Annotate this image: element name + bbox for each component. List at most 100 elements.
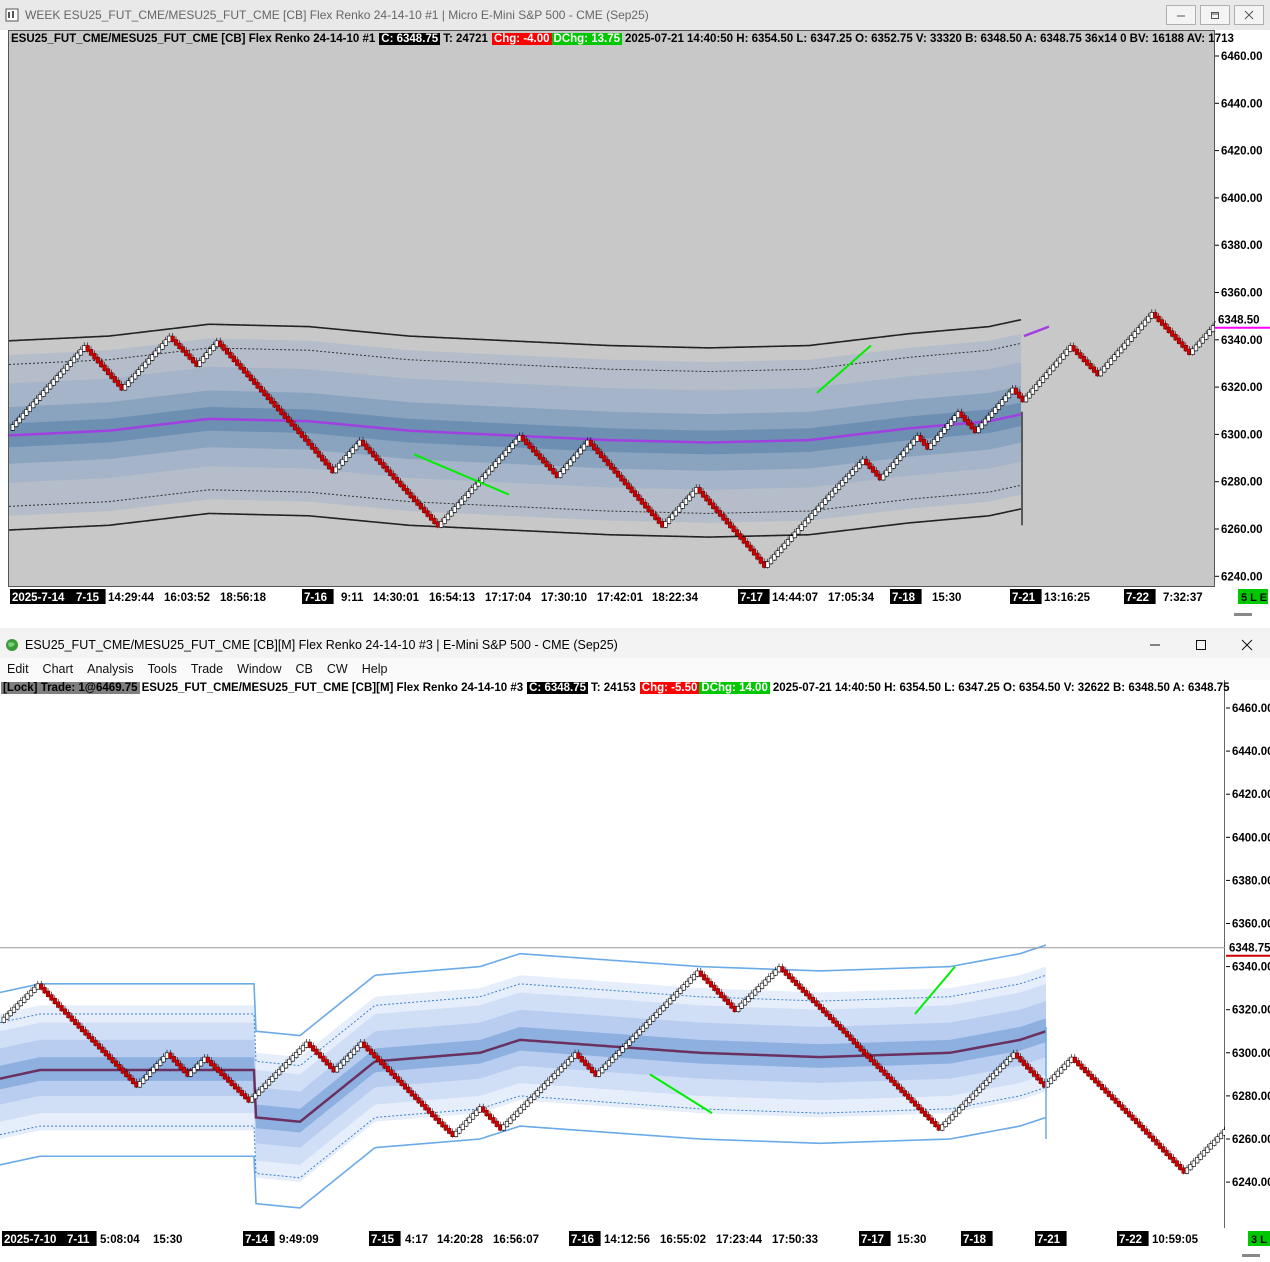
chart-1-scroll-handle[interactable] [1234,613,1252,616]
renko-down-brick [83,1029,88,1036]
menu-window[interactable]: Window [237,662,282,676]
renko-down-brick [231,355,236,363]
renko-down-brick [1078,352,1083,359]
renko-down-brick [734,529,740,536]
renko-down-brick [62,1008,68,1015]
chart-1-time-axis[interactable]: 2025-7-14 7-15 14:29:44 16:03:52 18:56:18 7-1… [8,588,1270,608]
window-1-titlebar[interactable]: WEEK ESU25_FUT_CME/MESU25_FUT_CME [CB] F… [0,0,1270,30]
menu-trade[interactable]: Trade [190,662,224,676]
renko-up-brick [35,983,40,990]
close-button[interactable] [1234,5,1264,25]
maximize-button[interactable] [1200,5,1230,25]
renko-up-brick [1037,380,1042,387]
renko-down-brick [705,977,710,984]
renko-up-brick [27,405,32,412]
renko-down-brick [848,1034,853,1041]
renko-down-brick [551,467,556,475]
renko-down-brick [116,380,121,387]
renko-down-brick [1127,1111,1132,1118]
price-axis-label: 6280.00 [1232,1091,1270,1103]
menu-chart[interactable]: Chart [42,662,74,676]
minimize-button[interactable] [1166,5,1196,25]
renko-down-brick [1123,1107,1128,1114]
renko-down-brick [834,1020,839,1027]
renko-up-brick [935,435,940,442]
renko-up-brick [836,483,842,490]
chart-2-canvas[interactable] [0,680,1270,1228]
menu-help[interactable]: Help [361,662,388,676]
renko-up-brick [280,1065,285,1072]
renko-up-brick [1030,387,1035,395]
close-button-2[interactable] [1224,632,1270,658]
renko-down-brick [173,339,179,346]
renko-down-brick [382,1062,387,1069]
chart-1-canvas[interactable] [8,31,1270,588]
renko-up-brick [749,992,754,999]
renko-down-brick [175,1059,180,1066]
time-axis-date-label: 7-16 [571,1234,594,1246]
renko-up-brick [673,509,678,517]
renko-down-brick [360,439,366,447]
chart-2-price-axis[interactable]: 6460.00 6440.00 6420.00 6400.00 6380.00 6360.… [1226,680,1270,1228]
renko-down-brick [187,353,192,360]
renko-down-brick [194,360,199,367]
price-axis-label: 6260.00 [1232,1134,1270,1146]
menu-tools[interactable]: Tools [147,662,177,676]
renko-up-brick [571,455,576,463]
renko-down-brick [181,1066,187,1074]
renko-up-brick [25,993,30,1000]
vwap-tail [1023,325,1050,338]
chart-2-close: C: 6348.75 [527,682,589,694]
time-axis-date-label: 7-11 [67,1234,90,1246]
renko-down-brick [878,1066,884,1073]
window-2-titlebar[interactable]: ESU25_FUT_CME/MESU25_FUT_CME [CB][M] Fle… [0,632,1270,658]
time-axis-date-box [961,1231,993,1246]
renko-up-brick [126,380,131,387]
renko-up-brick [1059,1067,1064,1074]
chart-1-price-axis[interactable]: 6460.00 6440.00 6420.00 6400.00 6380.00 6360.… [1215,30,1270,587]
time-axis-date-box [1035,1231,1067,1246]
menu-edit[interactable]: Edit [7,662,29,676]
menu-analysis[interactable]: Analysis [87,662,134,676]
renko-up-brick [1193,344,1199,352]
maximize-icon [1196,640,1206,650]
renko-up-brick [670,513,675,521]
renko-up-brick [355,1045,360,1052]
renko-up-brick [348,1052,353,1059]
renko-down-brick [239,1089,244,1096]
renko-up-brick [304,1041,309,1048]
std-dev-dotted-line-1 [8,484,1022,514]
renko-down-brick [92,352,97,360]
menu-cb[interactable]: CB [295,662,313,676]
chart-2-lock-trade[interactable]: [Lock] Trade: 1@6469.75 [1,682,140,694]
renko-up-brick [154,1063,159,1070]
renko-up-brick [459,498,464,506]
maximize-button-2[interactable] [1178,632,1224,658]
renko-up-brick [739,1002,744,1009]
renko-down-brick [1140,1125,1145,1132]
renko-down-brick [246,1096,251,1103]
renko-down-brick [1133,1118,1139,1125]
renko-down-brick [1156,315,1161,323]
renko-down-brick [102,364,107,372]
renko-down-brick [252,378,257,385]
renko-up-brick [192,1067,197,1074]
chart-2-plot-area[interactable]: [Lock] Trade: 1@6469.75 ESU25_FUT_CME/ME… [0,680,1270,1228]
chart-1-plot-area[interactable]: ESU25_FUT_CME/MESU25_FUT_CME [CB] Flex R… [8,30,1270,588]
renko-down-brick [219,1070,224,1076]
renko-down-brick [494,1120,499,1127]
std-dev-dotted-line-0 [0,974,1047,1067]
minimize-button-2[interactable] [1132,632,1178,658]
renko-down-brick [1110,1094,1115,1101]
chart-2-scroll-handle[interactable] [1242,1254,1260,1257]
chart-2-time-axis[interactable]: 2025-7-10 7-11 5:08:04 15:30 7-14 9:49:09 7-15… [0,1230,1270,1248]
renko-up-brick [211,344,216,351]
menu-cw[interactable]: CW [326,662,348,676]
time-axis-time-label: 17:17:04 [485,592,532,604]
renko-up-brick [1003,395,1008,403]
renko-down-brick [925,442,930,450]
renko-up-brick [504,1121,510,1128]
renko-down-brick [103,1050,108,1057]
renko-down-brick [721,514,726,521]
renko-up-brick [1048,1077,1054,1084]
